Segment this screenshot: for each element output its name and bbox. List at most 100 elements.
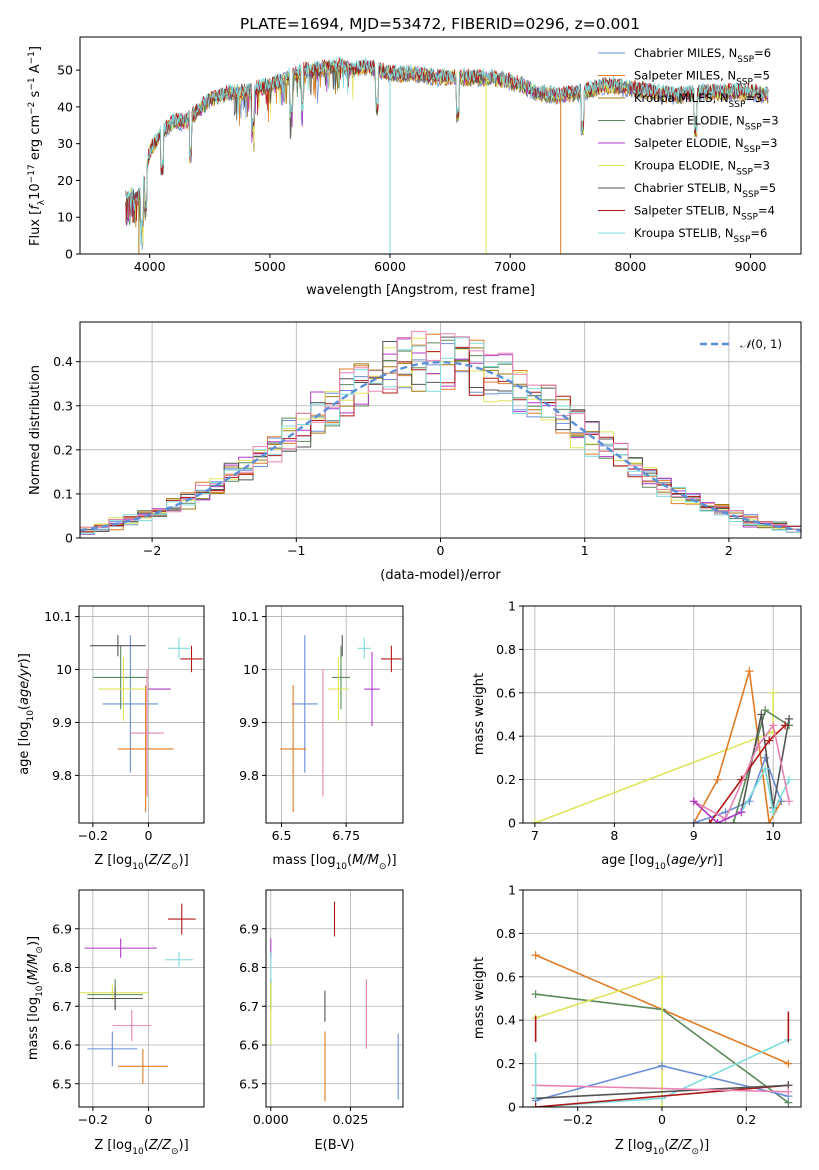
weight-marker	[530, 819, 539, 823]
x-tick-label: 0	[437, 543, 445, 558]
x-tick-label: −0.2	[78, 828, 108, 843]
axes-frame	[79, 36, 802, 255]
weight-marker	[784, 1059, 793, 1068]
y-tick-label: 0	[65, 247, 73, 262]
x-tick-label: −0.2	[78, 1112, 108, 1127]
legend-label: Salpeter MILES, NSSP=5	[634, 69, 770, 88]
x-tick-label: 9	[690, 828, 698, 843]
y-tick-label: 0.2	[53, 442, 73, 457]
panel-massweight_vs_Z: −0.2 0 0.2 0 0.2 0.4 0.6 0.8 1 Z [log10(Z/Z⊙)] mas…	[472, 883, 802, 1157]
x-tick-label: 0	[144, 1112, 152, 1127]
weight-marker	[729, 819, 738, 823]
legend-label: Chabrier STELIB, NSSP=5	[634, 181, 776, 200]
y-tick-label: 0.2	[496, 772, 516, 787]
x-axis-label: Z [log10(Z/Z⊙)]	[615, 1138, 709, 1157]
legend-label: Kroupa STELIB, NSSP=6	[634, 226, 767, 245]
x-tick-label: 6000	[374, 259, 406, 274]
plot-area	[80, 330, 801, 538]
y-axis-label: Normed distribution	[28, 365, 43, 495]
weight-marker	[705, 819, 714, 823]
plot-area	[270, 901, 399, 1102]
y-tick-label: 0.6	[496, 969, 516, 984]
x-tick-label: 4000	[134, 259, 166, 274]
x-tick-label: 1	[581, 543, 589, 558]
weight-marker	[781, 721, 790, 730]
weight-marker	[765, 819, 774, 823]
y-axis-label: mass [log10(M/M⊙)]	[26, 936, 45, 1060]
legend: 𝒩(0, 1)	[700, 337, 782, 351]
x-tick-label: 8	[610, 828, 618, 843]
weight-marker	[784, 1087, 793, 1096]
weight-marker	[769, 688, 778, 697]
weight-line	[693, 800, 742, 823]
y-tick-label: 0.4	[496, 729, 516, 744]
panels: 4000 5000 6000 7000 8000 900001020304050wavel…	[17, 36, 802, 1157]
plot-area	[125, 56, 769, 254]
y-tick-label: 6.7	[52, 999, 72, 1014]
x-tick-label: 0	[144, 828, 152, 843]
y-tick-label: 20	[57, 173, 73, 188]
weight-marker	[713, 819, 722, 823]
x-tick-label: −1	[287, 543, 305, 558]
weight-marker	[531, 951, 540, 960]
x-tick-label: 8000	[614, 259, 646, 274]
y-tick-label: 6.9	[52, 921, 72, 936]
x-axis-label: (data-model)/error	[380, 568, 501, 583]
x-axis-label: Z [log10(Z/Z⊙)]	[94, 1138, 188, 1157]
weight-marker	[761, 753, 770, 762]
gaussian-curve	[80, 360, 801, 532]
y-tick-label: 10	[243, 662, 259, 677]
y-tick-label: 0	[65, 531, 73, 546]
y-tick-label: 1	[508, 599, 516, 614]
y-tick-label: 9.9	[239, 715, 259, 730]
figure-title: PLATE=1694, MJD=53472, FIBERID=0296, z=0…	[240, 15, 640, 33]
y-tick-label: 0.4	[496, 1013, 516, 1028]
y-tick-label: 10.1	[231, 609, 259, 624]
x-tick-label: 7	[531, 828, 539, 843]
axes-frame	[78, 889, 205, 1108]
y-tick-label: 10	[57, 210, 73, 225]
x-axis-label: mass [log10(M/M⊙)]	[272, 853, 396, 872]
plot-area	[530, 667, 794, 823]
legend-label: Salpeter STELIB, NSSP=4	[634, 204, 775, 223]
y-axis-label: mass weight	[472, 957, 487, 1039]
weight-marker	[658, 1103, 666, 1107]
x-tick-label: 6.75	[332, 828, 360, 843]
weight-marker	[785, 775, 794, 784]
weight-marker	[689, 819, 698, 823]
weight-marker	[761, 706, 770, 715]
y-tick-label: 0.8	[496, 642, 516, 657]
panel-mass_vs_Z: −0.2 0 6.5 6.6 6.7 6.8 6.9 Z [log10(Z/Z⊙)] mass …	[26, 889, 205, 1157]
panel-spectrum: 4000 5000 6000 7000 8000 9000 0 10 20 30 40 50 wavel…	[27, 36, 802, 298]
y-tick-label: 0.2	[496, 1056, 516, 1071]
y-tick-label: 0.4	[53, 354, 73, 369]
weight-marker	[658, 972, 666, 981]
weight-marker	[765, 736, 774, 745]
legend-label: Chabrier MILES, NSSP=6	[634, 46, 771, 65]
y-tick-label: 6.5	[52, 1076, 72, 1091]
panel-age_vs_mass: 6.5 6.75 9.8 9.9 10 10.1 mass [log10(M/M⊙)]	[231, 605, 404, 872]
y-tick-label: 6.8	[239, 960, 259, 975]
weight-marker	[757, 710, 766, 719]
axes-frame	[522, 605, 802, 824]
y-tick-label: 0	[508, 1100, 516, 1115]
axes-frame	[79, 321, 802, 539]
y-tick-label: 9.8	[239, 768, 259, 783]
y-tick-label: 1	[508, 883, 516, 898]
y-tick-label: 6.6	[52, 1038, 72, 1053]
panel-mass_vs_EBV: 0.000 0.025 6.5 6.6 6.7 6.8 6.9 E(B-V)	[239, 889, 404, 1153]
plot-area	[531, 951, 793, 1107]
x-axis-label: age [log10(age/yr)]	[601, 853, 723, 872]
y-tick-label: 6.7	[239, 999, 259, 1014]
weight-marker	[785, 797, 794, 806]
panel-residuals: −2 −1 0 1 2 0 0.1 0.2 0.3 0.4 (data-model)/error No…	[28, 321, 802, 583]
weight-marker	[713, 775, 722, 784]
weight-marker	[689, 797, 698, 806]
legend-label: Chabrier ELODIE, NSSP=3	[634, 114, 779, 133]
axes-frame	[265, 889, 404, 1108]
y-tick-label: 6.5	[239, 1076, 259, 1091]
y-tick-label: 0.1	[53, 486, 73, 501]
y-tick-label: 0.6	[496, 685, 516, 700]
panel-age_vs_Z: −0.2 0 9.8 9.9 10 10.1 Z [log10(Z/Z⊙)] age [log…	[17, 605, 205, 872]
x-tick-label: 6.5	[272, 828, 292, 843]
